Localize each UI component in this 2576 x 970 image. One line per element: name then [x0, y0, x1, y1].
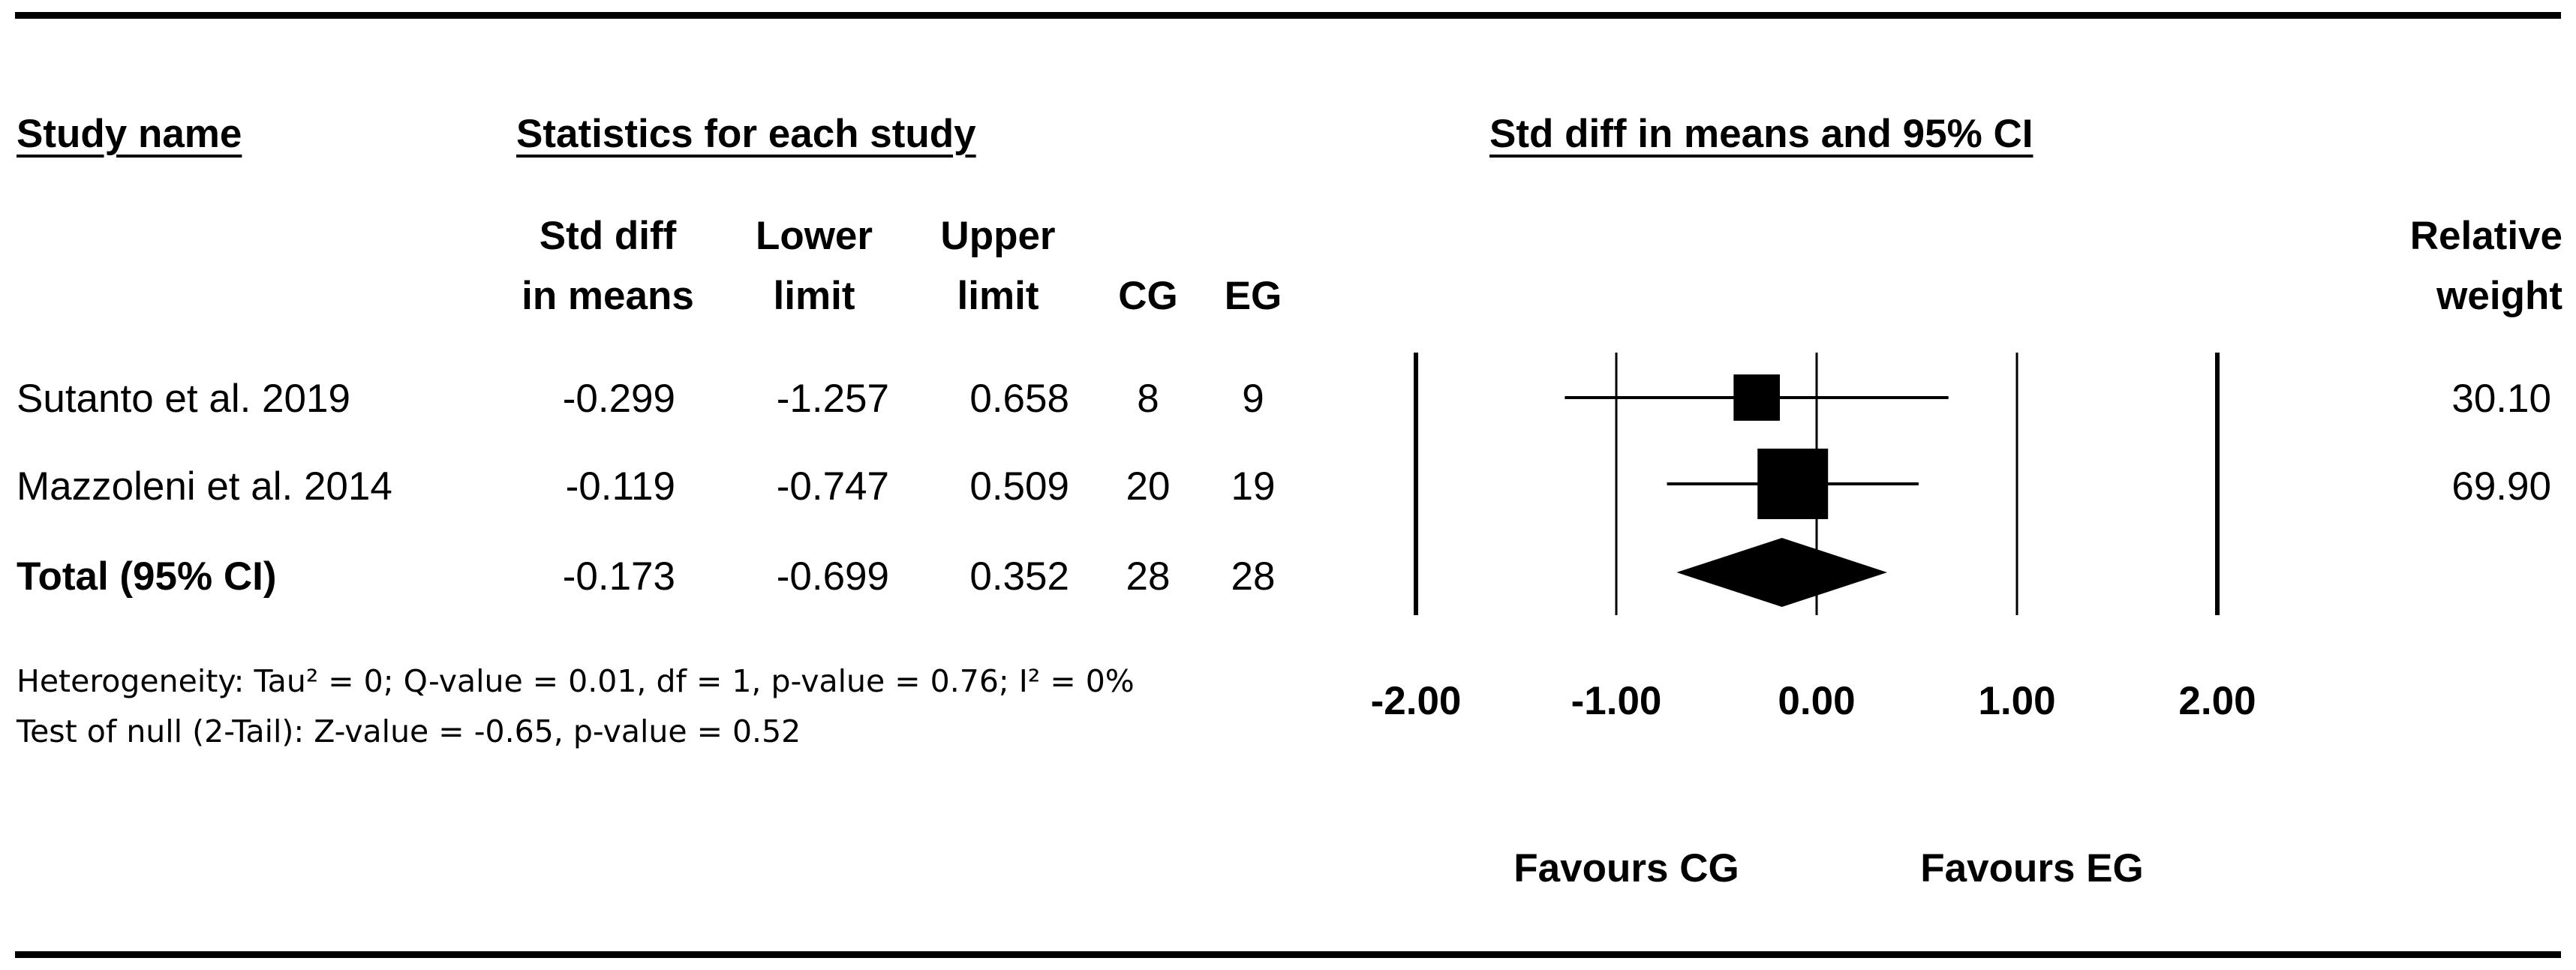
- study-cg: 20: [1126, 464, 1171, 509]
- col-header-lower: Lower limit: [724, 206, 904, 326]
- total-diamond: [1676, 538, 1887, 607]
- total-cg: 28: [1126, 554, 1171, 599]
- col-header-weight-line2: weight: [2436, 274, 2562, 318]
- total-smd: -0.173: [562, 554, 675, 599]
- col-header-weight-line1: Relative: [2409, 214, 2562, 258]
- col-header-std-diff-line1: Std diff: [539, 214, 677, 258]
- study-upper: 0.658: [969, 377, 1069, 421]
- col-header-std-diff-line2: in means: [522, 274, 694, 318]
- favours-left-label: Favours CG: [1513, 846, 1739, 890]
- favours-right-label: Favours EG: [1920, 846, 2143, 890]
- study-name: Sutanto et al. 2019: [17, 377, 350, 421]
- test-of-null-note: Test of null (2-Tail): Z-value = -0.65, …: [17, 713, 801, 749]
- study-effect-box: [1757, 449, 1829, 519]
- plot-title: Std diff in means and 95% CI: [1489, 112, 2033, 156]
- total-eg: 28: [1231, 554, 1276, 599]
- col-header-upper: Upper limit: [912, 206, 1084, 326]
- total-upper: 0.352: [969, 554, 1069, 599]
- x-tick-label: -2.00: [1371, 679, 1462, 723]
- col-header-upper-line2: limit: [957, 274, 1039, 318]
- study-name: Mazzoleni et al. 2014: [17, 464, 392, 509]
- study-smd: -0.119: [565, 464, 675, 509]
- statistics-header: Statistics for each study: [516, 112, 976, 156]
- col-header-lower-line1: Lower: [755, 214, 873, 258]
- col-header-weight: Relative weight: [2315, 206, 2562, 326]
- top-rule: [15, 12, 2561, 19]
- study-cg: 8: [1137, 377, 1159, 421]
- col-header-std-diff: Std diff in means: [495, 206, 720, 326]
- x-tick-label: 1.00: [1978, 679, 2055, 723]
- x-tick-label: 2.00: [2178, 679, 2256, 723]
- x-tick-label: -1.00: [1571, 679, 1662, 723]
- heterogeneity-note: Heterogeneity: Tau² = 0; Q-value = 0.01,…: [17, 663, 1135, 699]
- study-lower: -1.257: [776, 377, 889, 421]
- study-effect-box: [1733, 374, 1781, 421]
- col-header-lower-line2: limit: [773, 274, 855, 318]
- study-upper: 0.509: [969, 464, 1069, 509]
- col-header-cg: CG: [1118, 274, 1178, 318]
- bottom-rule: [15, 951, 2561, 958]
- col-header-upper-line1: Upper: [940, 214, 1056, 258]
- study-lower: -0.747: [776, 464, 889, 509]
- study-eg: 19: [1231, 464, 1276, 509]
- study-eg: 9: [1242, 377, 1264, 421]
- x-tick-label: 0.00: [1778, 679, 1855, 723]
- study-weight: 69.90: [2451, 464, 2551, 509]
- total-name: Total (95% CI): [17, 554, 277, 599]
- study-weight: 30.10: [2451, 377, 2551, 421]
- total-lower: -0.699: [776, 554, 889, 599]
- study-name-header: Study name: [17, 112, 242, 156]
- col-header-eg: EG: [1224, 274, 1282, 318]
- study-smd: -0.299: [562, 377, 675, 421]
